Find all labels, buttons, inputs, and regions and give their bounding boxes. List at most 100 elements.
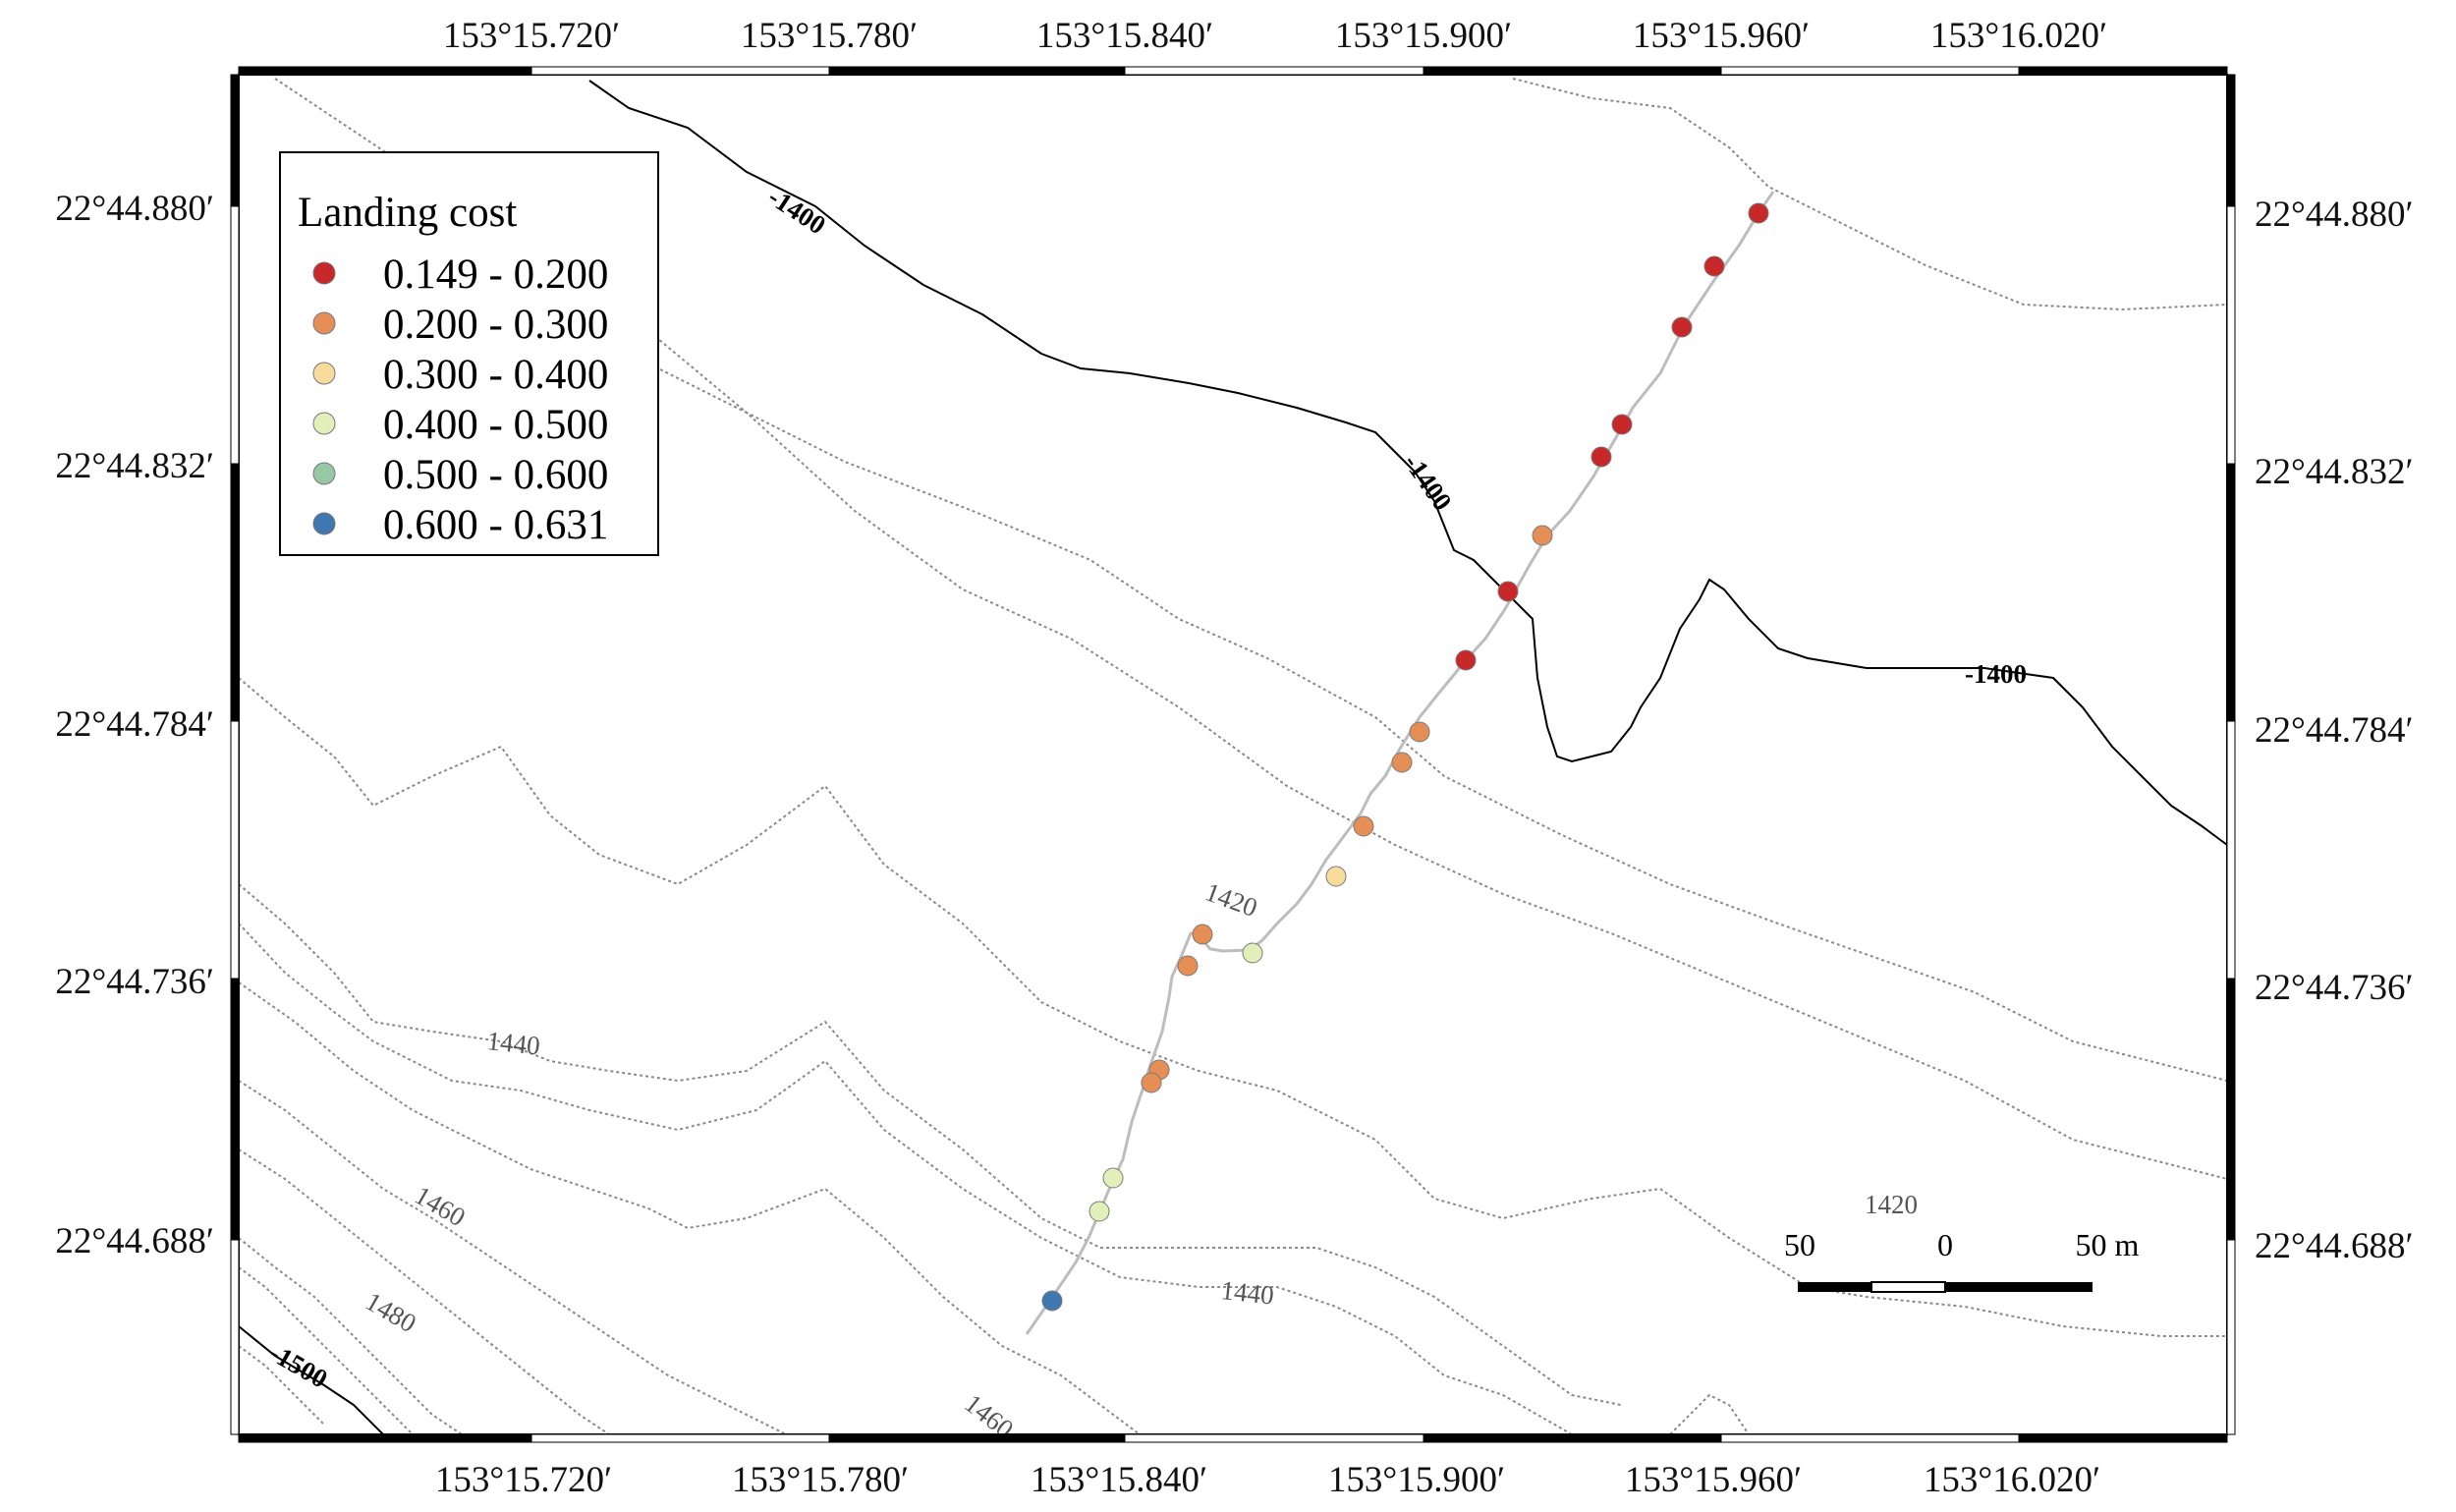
contour-line (1512, 78, 2228, 311)
legend-label: 0.500 - 0.600 (383, 452, 608, 498)
contour-label-1440-a: 1440 (485, 1026, 541, 1060)
lat-label-left-1: 22°44.880′ (55, 189, 214, 229)
major-contours (238, 80, 2228, 1435)
frame-bar (238, 66, 532, 76)
lon-label-top-3: 153°15.840′ (1036, 16, 1213, 56)
track-point (1748, 202, 1769, 224)
frame-bar (230, 463, 240, 722)
contour-line (1669, 1393, 1750, 1435)
lon-label-bottom-1: 153°15.720′ (435, 1460, 612, 1500)
frame-bar (2226, 74, 2236, 207)
track-point (1497, 581, 1519, 602)
contour-line (238, 923, 1573, 1435)
legend-label: 0.149 - 0.200 (383, 252, 608, 298)
legend-label: 0.400 - 0.500 (383, 402, 608, 448)
track-point (1409, 721, 1430, 743)
frame-bar (238, 1433, 532, 1443)
frame-bar (2018, 66, 2228, 76)
lon-label-bottom-6: 153°16.020′ (1924, 1460, 2100, 1500)
lon-label-bottom-3: 153°15.840′ (1031, 1460, 1207, 1500)
scale-bar-segment-right (1945, 1282, 2093, 1292)
contour-line (238, 1148, 610, 1435)
frame-bar (230, 205, 240, 465)
frame-bar (1423, 66, 1722, 76)
track-point (1671, 316, 1693, 338)
legend-swatch (312, 362, 336, 385)
contour-label-1440-b: 1440 (1219, 1275, 1275, 1310)
legend-label: 0.200 - 0.300 (383, 302, 608, 348)
lat-label-right-3: 22°44.784′ (2255, 710, 2414, 751)
lat-label-left-5: 22°44.688′ (55, 1221, 214, 1261)
legend-swatch (312, 412, 336, 435)
lat-label-right-5: 22°44.688′ (2255, 1226, 2414, 1266)
frame-bar (230, 74, 240, 207)
track-point (1192, 924, 1213, 945)
contour-line (238, 677, 2227, 1337)
lon-label-bottom-4: 153°15.900′ (1328, 1460, 1505, 1500)
scale-bar: 50 0 50 m (1784, 1227, 2140, 1293)
frame-bar (1124, 1433, 1424, 1443)
frame-bar (828, 1433, 1126, 1443)
frame-bar (2226, 205, 2236, 465)
lat-label-left-2: 22°44.832′ (55, 446, 214, 486)
frame-bar (230, 978, 240, 1241)
track-point (1141, 1072, 1162, 1093)
frame-bar (530, 66, 830, 76)
frame-bar (230, 1239, 240, 1435)
lat-label-right-4: 22°44.736′ (2255, 968, 2414, 1008)
frame-bar (2226, 720, 2236, 980)
track-point (1242, 942, 1263, 964)
lat-label-left-3: 22°44.784′ (55, 704, 214, 745)
contour-line (238, 883, 1622, 1406)
legend-swatch (312, 311, 336, 335)
frame-graticule-bars (230, 66, 2236, 1443)
legend-swatch (312, 512, 336, 535)
contour-label-1400-c: -1400 (1965, 659, 2027, 689)
contour-line (412, 274, 2228, 1180)
legend-swatch (312, 462, 336, 485)
frame-bar (2226, 463, 2236, 722)
contour-line (238, 1345, 325, 1426)
lon-label-top-1: 153°15.720′ (443, 16, 620, 56)
track-point (1088, 1201, 1110, 1222)
track-point (1325, 866, 1347, 887)
frame-bar (230, 720, 240, 980)
scale-label-right: 50 m (2076, 1227, 2140, 1262)
scale-bar-segment-left (1798, 1282, 1871, 1292)
track-point (1041, 1290, 1063, 1312)
lat-label-right-2: 22°44.832′ (2255, 452, 2414, 492)
contour-label-1420-b: 1420 (1865, 1190, 1918, 1219)
lon-label-top-4: 153°15.900′ (1335, 16, 1512, 56)
legend-title: Landing cost (298, 190, 517, 236)
track-point (1102, 1167, 1124, 1189)
track-point (1391, 752, 1413, 773)
lat-label-left-4: 22°44.736′ (55, 962, 214, 1002)
lon-label-top-6: 153°16.020′ (1930, 16, 2107, 56)
track-point (1455, 649, 1477, 671)
track-point (1703, 255, 1725, 277)
frame-bar (828, 66, 1126, 76)
lon-label-top-2: 153°15.780′ (741, 16, 918, 56)
track-point (1591, 446, 1612, 468)
lat-label-right-1: 22°44.880′ (2255, 195, 2414, 235)
lon-label-top-5: 153°15.960′ (1633, 16, 1810, 56)
lon-label-bottom-5: 153°15.960′ (1625, 1460, 1802, 1500)
frame-bar (2018, 1433, 2228, 1443)
frame-bar (1720, 1433, 2020, 1443)
track-point (1611, 414, 1633, 435)
lon-label-bottom-2: 153°15.780′ (732, 1460, 909, 1500)
scale-bar-segment-mid (1870, 1281, 1946, 1293)
contour-line (238, 1080, 787, 1435)
track-point (1177, 955, 1199, 977)
frame-bar (2226, 1239, 2236, 1435)
legend-label: 0.300 - 0.400 (383, 352, 608, 398)
contour-1500 (238, 1325, 384, 1435)
frame-bar (1423, 1433, 1722, 1443)
track-points (1041, 202, 1769, 1312)
legend-swatch (312, 261, 336, 285)
track-point (1353, 815, 1374, 837)
frame-bar (2226, 978, 2236, 1241)
legend-box (279, 151, 659, 556)
